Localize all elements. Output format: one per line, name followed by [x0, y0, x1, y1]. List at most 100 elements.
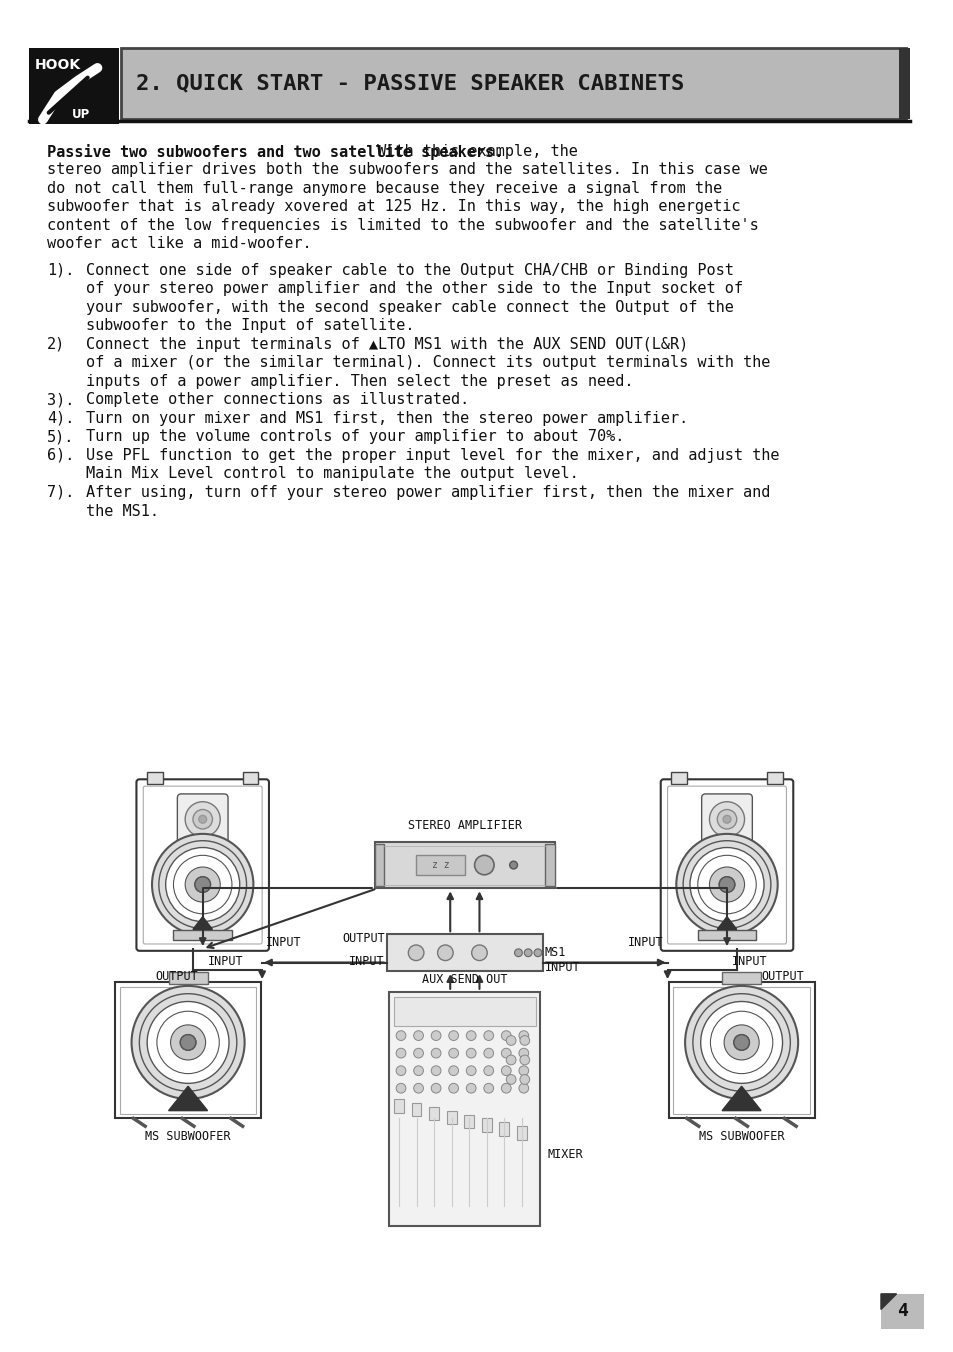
Text: After using, turn off your stereo power amplifier first, then the mixer and: After using, turn off your stereo power … [86, 485, 769, 500]
Circle shape [139, 994, 236, 1091]
Circle shape [466, 1083, 476, 1094]
Circle shape [431, 1048, 440, 1059]
FancyBboxPatch shape [721, 972, 760, 984]
Circle shape [180, 1034, 195, 1051]
FancyBboxPatch shape [898, 49, 909, 119]
FancyBboxPatch shape [446, 1110, 456, 1125]
FancyBboxPatch shape [660, 779, 793, 950]
Circle shape [676, 834, 777, 936]
Text: content of the low frequencies is limited to the subwoofer and the satellite's: content of the low frequencies is limite… [47, 218, 758, 233]
Circle shape [519, 1075, 529, 1084]
Text: INPUT: INPUT [627, 936, 663, 949]
FancyBboxPatch shape [169, 972, 208, 984]
Circle shape [198, 815, 207, 823]
FancyBboxPatch shape [700, 794, 752, 845]
Circle shape [194, 876, 211, 892]
Text: 4: 4 [896, 1302, 907, 1321]
FancyBboxPatch shape [429, 1107, 438, 1121]
Circle shape [719, 876, 734, 892]
Circle shape [193, 810, 213, 829]
FancyBboxPatch shape [177, 794, 228, 845]
Text: Complete other connections as illustrated.: Complete other connections as illustrate… [86, 392, 469, 407]
Text: of your stereo power amplifier and the other side to the Input socket of: of your stereo power amplifier and the o… [86, 281, 742, 296]
FancyBboxPatch shape [499, 1122, 509, 1136]
Circle shape [524, 949, 532, 957]
Text: With this example, the: With this example, the [368, 143, 578, 160]
Text: OUTPUT: OUTPUT [342, 932, 385, 945]
Text: MS SUBWOOFER: MS SUBWOOFER [699, 1130, 783, 1144]
FancyBboxPatch shape [697, 930, 756, 940]
Text: woofer act like a mid-woofer.: woofer act like a mid-woofer. [47, 237, 311, 251]
Circle shape [395, 1065, 405, 1076]
Text: INPUT: INPUT [731, 955, 767, 968]
Text: HOOK: HOOK [35, 58, 81, 72]
Text: Passive two subwoofers and two satellite speakers.: Passive two subwoofers and two satellite… [47, 143, 502, 160]
Circle shape [506, 1055, 516, 1065]
Circle shape [709, 802, 743, 837]
Polygon shape [193, 917, 213, 929]
Text: 4).: 4). [47, 411, 74, 426]
Circle shape [506, 1036, 516, 1045]
FancyBboxPatch shape [375, 842, 555, 888]
Text: OUTPUT: OUTPUT [760, 971, 803, 983]
Circle shape [414, 1083, 423, 1094]
Circle shape [519, 1036, 529, 1045]
Circle shape [437, 945, 453, 960]
Circle shape [194, 876, 211, 892]
Text: 5).: 5). [47, 430, 74, 445]
Circle shape [692, 994, 789, 1091]
Circle shape [448, 1030, 458, 1041]
Circle shape [152, 834, 253, 936]
Text: UP: UP [72, 108, 91, 122]
Circle shape [717, 810, 736, 829]
Text: INPUT: INPUT [544, 960, 579, 973]
FancyBboxPatch shape [147, 772, 163, 784]
Text: OUTPUT: OUTPUT [155, 971, 197, 983]
Circle shape [509, 861, 517, 869]
Circle shape [483, 1030, 493, 1041]
Circle shape [534, 949, 541, 957]
FancyBboxPatch shape [668, 982, 814, 1118]
Text: stereo amplifier drives both the subwoofers and the satellites. In this case we: stereo amplifier drives both the subwoof… [47, 162, 767, 177]
Text: Turn on your mixer and MS1 first, then the stereo power amplifier.: Turn on your mixer and MS1 first, then t… [86, 411, 687, 426]
Circle shape [147, 1002, 229, 1083]
Circle shape [483, 1048, 493, 1059]
Polygon shape [717, 917, 736, 929]
Circle shape [180, 1034, 195, 1051]
Circle shape [506, 1075, 516, 1084]
Circle shape [466, 1065, 476, 1076]
Text: Turn up the volume controls of your amplifier to about 70%.: Turn up the volume controls of your ampl… [86, 430, 623, 445]
Circle shape [501, 1030, 511, 1041]
Circle shape [448, 1065, 458, 1076]
FancyBboxPatch shape [242, 772, 258, 784]
Circle shape [448, 1048, 458, 1059]
FancyBboxPatch shape [394, 996, 535, 1026]
Circle shape [501, 1083, 511, 1094]
Circle shape [159, 841, 246, 929]
FancyBboxPatch shape [387, 934, 542, 971]
Text: your subwoofer, with the second speaker cable connect the Output of the: your subwoofer, with the second speaker … [86, 300, 733, 315]
Polygon shape [721, 1086, 760, 1110]
Circle shape [414, 1030, 423, 1041]
Circle shape [733, 1034, 749, 1051]
Circle shape [431, 1030, 440, 1041]
FancyBboxPatch shape [115, 982, 261, 1118]
Text: Connect the input terminals of ▲LTO MS1 with the AUX SEND OUT(L&R): Connect the input terminals of ▲LTO MS1 … [86, 337, 687, 352]
Circle shape [395, 1048, 405, 1059]
Polygon shape [169, 1086, 208, 1110]
Text: do not call them full-range anymore because they receive a signal from the: do not call them full-range anymore beca… [47, 181, 721, 196]
Text: subwoofer that is already xovered at 125 Hz. In this way, the high energetic: subwoofer that is already xovered at 125… [47, 200, 740, 215]
Text: inputs of a power amplifier. Then select the preset as need.: inputs of a power amplifier. Then select… [86, 375, 633, 389]
Text: Connect one side of speaker cable to the Output CHA/CHB or Binding Post: Connect one side of speaker cable to the… [86, 262, 733, 277]
FancyBboxPatch shape [173, 930, 232, 940]
Text: 3).: 3). [47, 392, 74, 407]
Circle shape [514, 949, 522, 957]
FancyBboxPatch shape [121, 49, 905, 119]
Text: Main Mix Level control to manipulate the output level.: Main Mix Level control to manipulate the… [86, 466, 578, 481]
Circle shape [723, 1025, 759, 1060]
Text: Use PFL function to get the proper input level for the mixer, and adjust the: Use PFL function to get the proper input… [86, 448, 779, 462]
Text: 1).: 1). [47, 262, 74, 277]
Circle shape [171, 1025, 206, 1060]
FancyBboxPatch shape [416, 856, 464, 875]
Circle shape [166, 848, 239, 922]
